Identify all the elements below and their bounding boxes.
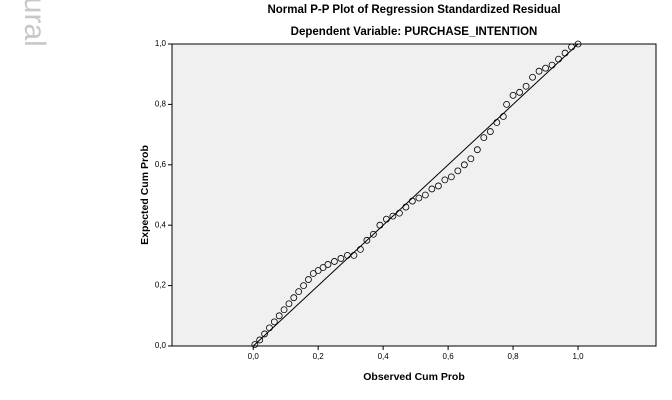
point bbox=[428, 185, 436, 193]
point bbox=[486, 128, 494, 135]
point bbox=[350, 251, 358, 259]
point bbox=[574, 40, 582, 48]
point bbox=[357, 245, 364, 253]
point bbox=[542, 64, 549, 72]
point bbox=[382, 215, 390, 223]
point bbox=[319, 264, 327, 271]
point bbox=[434, 182, 442, 190]
point bbox=[522, 82, 530, 90]
point bbox=[324, 261, 332, 268]
point bbox=[460, 161, 468, 169]
point bbox=[275, 312, 283, 320]
point bbox=[295, 288, 303, 296]
point bbox=[529, 73, 536, 81]
point bbox=[309, 270, 317, 277]
point bbox=[441, 176, 449, 184]
point bbox=[555, 55, 562, 63]
point bbox=[402, 203, 410, 211]
point bbox=[499, 113, 507, 120]
x-axis-label: Observed Cum Prob bbox=[363, 371, 465, 383]
point bbox=[548, 61, 556, 69]
point bbox=[447, 173, 455, 181]
point bbox=[415, 194, 423, 202]
y-tick-label: 1,0 bbox=[155, 39, 167, 48]
point bbox=[408, 197, 416, 205]
point bbox=[568, 43, 575, 51]
point bbox=[251, 341, 259, 348]
point bbox=[561, 49, 569, 57]
point bbox=[480, 134, 488, 142]
point bbox=[290, 294, 298, 302]
point bbox=[509, 91, 517, 99]
point bbox=[473, 146, 481, 154]
point bbox=[467, 155, 475, 163]
point bbox=[285, 300, 293, 308]
x-tick-label: 0,0 bbox=[248, 352, 260, 361]
point bbox=[389, 212, 397, 220]
point bbox=[314, 267, 322, 274]
x-tick-label: 0,4 bbox=[378, 352, 390, 361]
point bbox=[454, 167, 462, 175]
y-tick-label: 0,6 bbox=[155, 160, 167, 169]
y-tick-label: 0,0 bbox=[155, 341, 167, 350]
point bbox=[421, 191, 429, 199]
x-tick-label: 0,2 bbox=[313, 352, 325, 361]
point bbox=[305, 276, 312, 283]
point bbox=[337, 255, 345, 262]
reference-line bbox=[252, 43, 579, 347]
point bbox=[331, 258, 338, 265]
point bbox=[516, 88, 523, 96]
x-tick-label: 0,6 bbox=[443, 352, 455, 361]
point bbox=[493, 119, 501, 126]
y-tick-label: 0,2 bbox=[155, 281, 167, 290]
chart-subtitle: Dependent Variable: PURCHASE_INTENTION bbox=[291, 26, 538, 38]
point bbox=[503, 101, 510, 108]
y-axis-label: Expected Cum Prob bbox=[139, 145, 151, 245]
point bbox=[270, 318, 278, 326]
point bbox=[266, 324, 273, 332]
point bbox=[300, 282, 307, 290]
point bbox=[535, 67, 543, 75]
y-tick-label: 0,4 bbox=[155, 220, 167, 229]
point bbox=[261, 330, 268, 338]
x-tick-label: 1,0 bbox=[572, 352, 584, 361]
point bbox=[363, 236, 371, 244]
y-tick-label: 0,8 bbox=[155, 100, 167, 109]
plot-area bbox=[171, 43, 657, 347]
chart-title: Normal P-P Plot of Regression Standardiz… bbox=[267, 4, 560, 16]
point bbox=[280, 306, 288, 314]
watermark: Bogor Agricultural bbox=[18, 0, 51, 47]
point bbox=[395, 209, 403, 217]
point bbox=[344, 251, 351, 259]
point bbox=[369, 230, 377, 238]
point bbox=[256, 336, 264, 344]
x-tick-label: 0,8 bbox=[508, 352, 520, 361]
point bbox=[376, 221, 384, 229]
